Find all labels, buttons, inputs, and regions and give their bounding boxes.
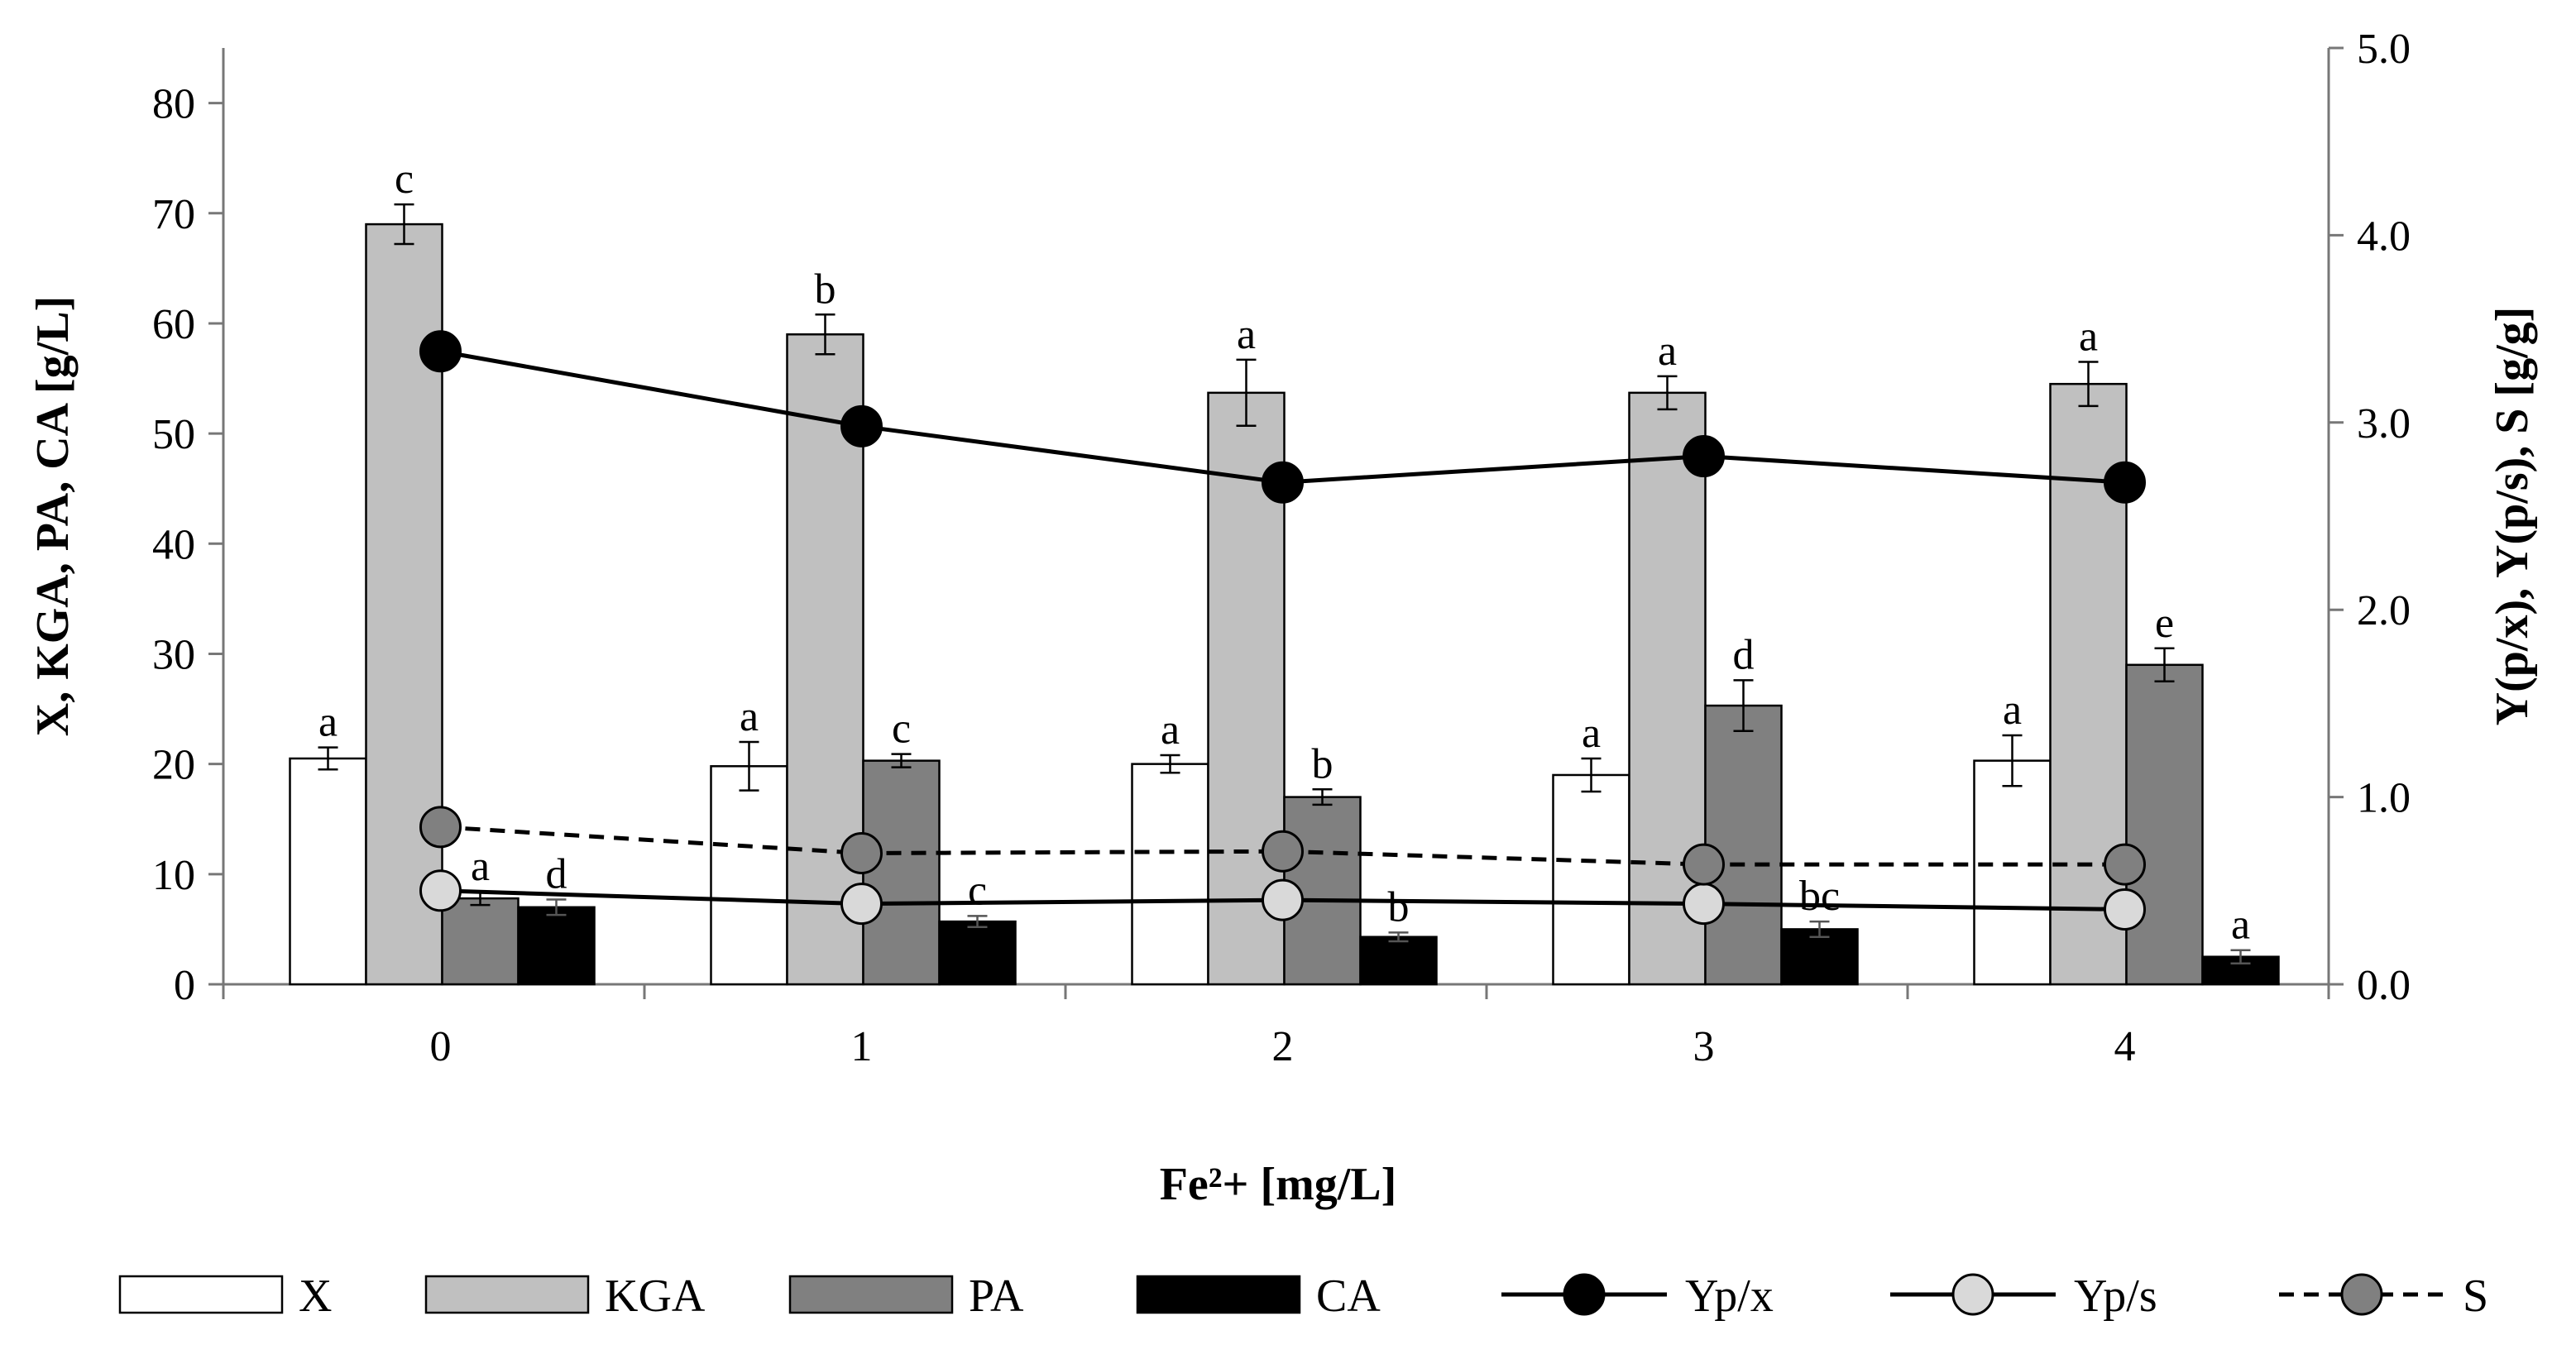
marker-yp-x (840, 404, 883, 447)
x-tick-label: 2 (1272, 1023, 1294, 1070)
significance-letter: a (471, 843, 490, 890)
marker-s (419, 806, 462, 849)
x-tick-label: 1 (851, 1023, 873, 1070)
significance-letter: a (2003, 687, 2022, 734)
axes: 0 10 20 30 40 50 60 70 80 0.0 1.0 2.0 3.0 4.0 5.0 0 1 2 3 4… (27, 26, 2538, 1210)
bar-layer (289, 203, 2280, 986)
significance-letter: c (892, 706, 911, 753)
marker-yp-s (419, 869, 462, 912)
marker-s (1683, 843, 1725, 886)
y-right-tick-label: 4.0 (2357, 213, 2411, 260)
bar-x (710, 765, 788, 986)
bar-pa (862, 759, 941, 986)
legend-label: CA (1316, 1270, 1381, 1322)
significance-letter: a (1161, 706, 1180, 754)
marker-yp-x (1262, 461, 1304, 504)
bar-ca (1359, 936, 1438, 986)
y-left-tick-label: 30 (152, 631, 195, 678)
bar-pa (2125, 663, 2204, 986)
significance-letter: a (1237, 311, 1256, 358)
bar-x (1131, 763, 1209, 986)
legend-marker-yp-x (1563, 1273, 1606, 1316)
label-layer: a a a a a c b a a a a c b d e d c b bc a (318, 156, 2250, 949)
y-left-tick-label: 10 (152, 852, 195, 899)
significance-letter: b (1388, 883, 1410, 931)
legend-label: PA (969, 1270, 1024, 1322)
y-left-tick-label: 80 (152, 81, 195, 128)
significance-letter: e (2155, 600, 2174, 647)
bar-x (289, 757, 367, 986)
legend-swatch-pa (788, 1275, 954, 1314)
bar-x (1552, 773, 1630, 986)
legend-label: Yp/s (2074, 1270, 2157, 1322)
bar-kga (1628, 391, 1707, 986)
significance-letter: a (2231, 902, 2250, 949)
bar-ca (1780, 928, 1859, 986)
y-right-tick-label: 3.0 (2357, 400, 2411, 447)
y-left-tick-label: 70 (152, 191, 195, 238)
marker-yp-x (2104, 461, 2146, 504)
significance-letter: b (815, 266, 836, 313)
legend-swatch-ca (1136, 1275, 1301, 1314)
legend-marker-yp-s (1951, 1273, 1994, 1316)
marker-yp-x (419, 330, 462, 373)
x-tick-label: 3 (1693, 1023, 1715, 1070)
x-tick-label: 0 (430, 1023, 452, 1070)
marker-yp-s (840, 883, 883, 926)
y-axis-left-title: X, KGA, PA, CA [g/L] (27, 296, 79, 737)
y-left-tick-label: 20 (152, 742, 195, 789)
significance-letter: c (968, 867, 987, 914)
significance-letter: bc (1799, 873, 1840, 920)
bar-kga (2049, 382, 2128, 986)
significance-letter: a (740, 693, 759, 740)
significance-letter: c (395, 156, 414, 203)
legend-label: S (2463, 1270, 2488, 1322)
legend-swatch-x (118, 1275, 284, 1314)
bar-ca (938, 920, 1017, 986)
marker-yp-s (1262, 878, 1304, 921)
y-right-tick-label: 5.0 (2357, 26, 2411, 73)
y-right-tick-label: 1.0 (2357, 775, 2411, 822)
bar-x (1973, 759, 2052, 986)
y-left-tick-label: 50 (152, 411, 195, 458)
x-tick-label: 4 (2114, 1023, 2136, 1070)
legend-label: KGA (605, 1270, 706, 1322)
significance-letter: a (1582, 710, 1601, 757)
bar-pa (441, 897, 520, 986)
significance-letter: a (318, 699, 338, 746)
legend-marker-s (2340, 1273, 2383, 1316)
significance-letter: a (2079, 313, 2098, 361)
bar-pa (1704, 704, 1783, 986)
marker-s (2104, 843, 2146, 886)
marker-s (840, 832, 883, 875)
significance-letter: a (1658, 328, 1677, 375)
x-axis-title: Fe²+ [mg/L] (1160, 1159, 1397, 1210)
line-layer (419, 330, 2146, 931)
legend-label: X (299, 1270, 332, 1322)
y-left-tick-label: 60 (152, 301, 195, 348)
y-left-tick-label: 40 (152, 521, 195, 568)
legend-label: Yp/x (1685, 1270, 1774, 1322)
marker-yp-s (2104, 888, 2146, 931)
significance-letter: d (1733, 631, 1755, 678)
marker-yp-x (1683, 435, 1725, 478)
significance-letter: b (1312, 740, 1333, 787)
series-line-s (440, 825, 2125, 867)
legend-swatch-kga (424, 1275, 590, 1314)
y-right-tick-label: 0.0 (2357, 962, 2411, 1009)
legend: X KGA PA CA Yp/x Yp/s S (118, 1270, 2488, 1322)
marker-yp-s (1683, 883, 1725, 926)
bar-ca (517, 906, 596, 986)
marker-s (1262, 830, 1304, 873)
y-right-tick-label: 2.0 (2357, 587, 2411, 634)
y-axis-right-title: Y(p/x), Y(p/s), S [g/g] (2487, 307, 2538, 726)
y-left-tick-label: 0 (174, 962, 195, 1009)
significance-letter: d (546, 850, 567, 897)
